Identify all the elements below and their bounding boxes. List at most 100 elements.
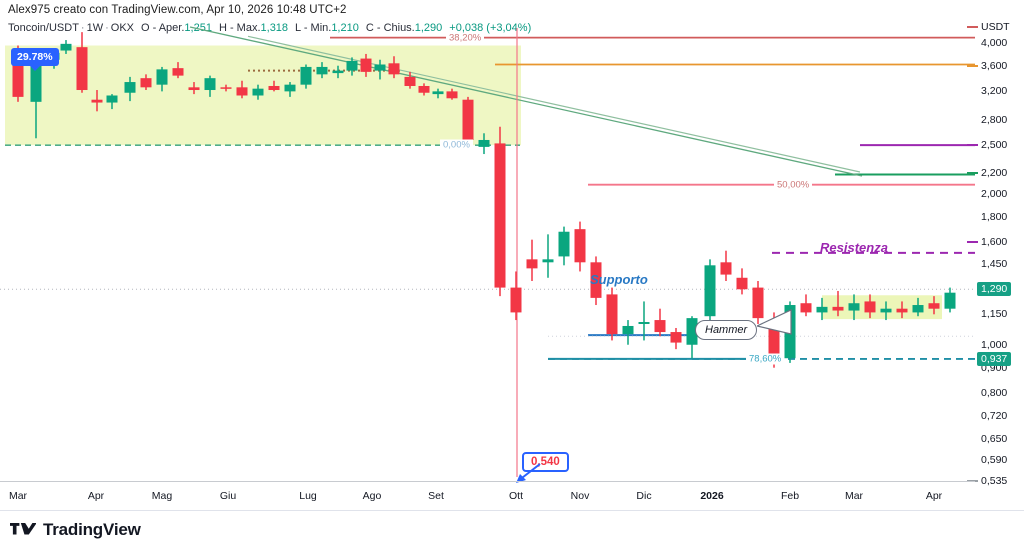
candle-body[interactable] [268, 85, 280, 91]
price-axis-tick: 0,720 [981, 410, 1008, 423]
candle-body[interactable] [284, 84, 296, 92]
candle-body[interactable] [404, 76, 416, 86]
price-axis-tick: 1,600 [981, 236, 1008, 249]
candle-body[interactable] [252, 88, 264, 96]
candle-body[interactable] [848, 303, 860, 311]
candle-body[interactable] [526, 259, 538, 269]
price-axis[interactable]: USDT 4,000 3,600 3,200 2,800 2,500 2,200 2,000 1… [967, 18, 1024, 487]
time-axis-tick: Dic [636, 490, 652, 502]
candle-body[interactable] [360, 58, 372, 72]
candle-body[interactable] [816, 306, 828, 313]
candle-body[interactable] [346, 60, 358, 71]
price-axis-tick: 3,200 [981, 85, 1008, 98]
percent-measure-badge[interactable]: 29.78% [11, 48, 59, 71]
candle-body[interactable] [880, 308, 892, 313]
candle-body[interactable] [462, 99, 474, 140]
time-axis-line [0, 481, 975, 482]
price-axis-tick: 2,200 [981, 166, 1008, 179]
footer-bar: TradingView [0, 510, 1024, 548]
price-callout-pointer [516, 463, 541, 483]
candle-body[interactable] [752, 287, 764, 319]
candle-body[interactable] [590, 262, 602, 298]
ohlc-open-label: O - Aper. [141, 22, 185, 34]
symbol-name[interactable]: Toncoin/USDT [8, 22, 79, 34]
time-axis-tick: Feb [780, 490, 800, 502]
consolidation-zone [822, 295, 942, 320]
candle-body[interactable] [622, 325, 634, 335]
candle-body[interactable] [800, 303, 812, 313]
candle-body[interactable] [912, 305, 924, 313]
price-callout-box[interactable]: 0,540 [522, 452, 569, 472]
hammer-callout-pointer [757, 309, 792, 335]
candle-body[interactable] [300, 66, 312, 85]
candle-body[interactable] [638, 322, 650, 324]
candle-body[interactable] [124, 82, 136, 93]
fib-label-382: 38,20% [446, 32, 485, 44]
candle-body[interactable] [558, 231, 570, 257]
price-axis-unit-swatch [967, 26, 978, 28]
candle-body[interactable] [720, 262, 732, 275]
hammer-pattern-callout[interactable]: Hammer [695, 320, 758, 340]
price-axis-tick: 1,450 [981, 257, 1008, 270]
candle-body[interactable] [388, 63, 400, 75]
candle-body[interactable] [374, 64, 386, 71]
candle-body[interactable] [494, 143, 506, 288]
candle-body[interactable] [510, 287, 522, 313]
time-axis-tick: Mar [844, 490, 864, 502]
candle-body[interactable] [91, 99, 103, 103]
symbol-info-bar: Toncoin/USDT · 1W · OKX O - Aper.1,251 H - Max… [8, 22, 532, 34]
candle-body[interactable] [542, 259, 554, 263]
price-axis-tick: 4,000 [981, 36, 1008, 49]
candle-body[interactable] [670, 332, 682, 343]
symbol-exchange[interactable]: OKX [110, 22, 134, 34]
candle-body[interactable] [140, 78, 152, 88]
candle-body[interactable] [606, 294, 618, 335]
price-axis-level-swatch [967, 144, 978, 147]
chart-plot-area[interactable] [0, 18, 975, 480]
tradingview-logo-icon [10, 521, 36, 538]
candle-body[interactable] [188, 87, 200, 91]
ohlc-high-value: 1,318 [260, 22, 289, 34]
fib-label-0: 0,00% [440, 139, 473, 151]
candle-body[interactable] [478, 139, 490, 147]
candle-body[interactable] [768, 320, 780, 359]
candle-body[interactable] [864, 301, 876, 313]
candle-body[interactable] [686, 318, 698, 345]
time-axis[interactable]: Mar Apr Mag Giu Lug Ago Set Ott Nov Dic 2026 Feb Mar… [0, 482, 975, 510]
candle-body[interactable] [236, 87, 248, 96]
ohlc-low-label: L - Min. [295, 22, 332, 34]
ohlc-low-value: 1,210 [331, 22, 359, 34]
candle-body[interactable] [432, 91, 444, 95]
candle-body[interactable] [654, 320, 666, 333]
candle-body[interactable] [30, 62, 42, 102]
candle-body[interactable] [156, 69, 168, 85]
candle-body[interactable] [928, 303, 940, 309]
candle-body[interactable] [220, 87, 232, 89]
ohlc-high-label: H - Max. [218, 22, 261, 34]
time-axis-tick: Mar [8, 490, 28, 502]
candle-body[interactable] [418, 85, 430, 93]
candle-body[interactable] [944, 292, 956, 309]
ohlc-close-label: C - Chius. [365, 22, 415, 34]
candle-body[interactable] [60, 43, 72, 51]
candle-body[interactable] [574, 229, 586, 263]
candle-body[interactable] [76, 47, 88, 91]
candle-body[interactable] [896, 308, 908, 313]
downtrend-line-upper[interactable] [189, 26, 863, 177]
candle-body[interactable] [204, 78, 216, 91]
candle-body[interactable] [704, 265, 716, 317]
candle-body[interactable] [172, 68, 184, 76]
candle-body[interactable] [332, 70, 344, 74]
candle-body[interactable] [832, 306, 844, 311]
downtrend-line-lower[interactable] [247, 35, 861, 173]
candle-body[interactable] [736, 277, 748, 290]
candle-body[interactable] [446, 91, 458, 99]
last-price-pill: 1,290 [977, 282, 1012, 297]
symbol-interval[interactable]: 1W [86, 22, 104, 34]
candle-body[interactable] [106, 95, 118, 103]
candle-body[interactable] [12, 64, 24, 97]
price-axis-unit: USDT [981, 21, 1010, 33]
time-axis-tick: 2026 [700, 490, 724, 502]
candle-body[interactable] [316, 66, 328, 75]
